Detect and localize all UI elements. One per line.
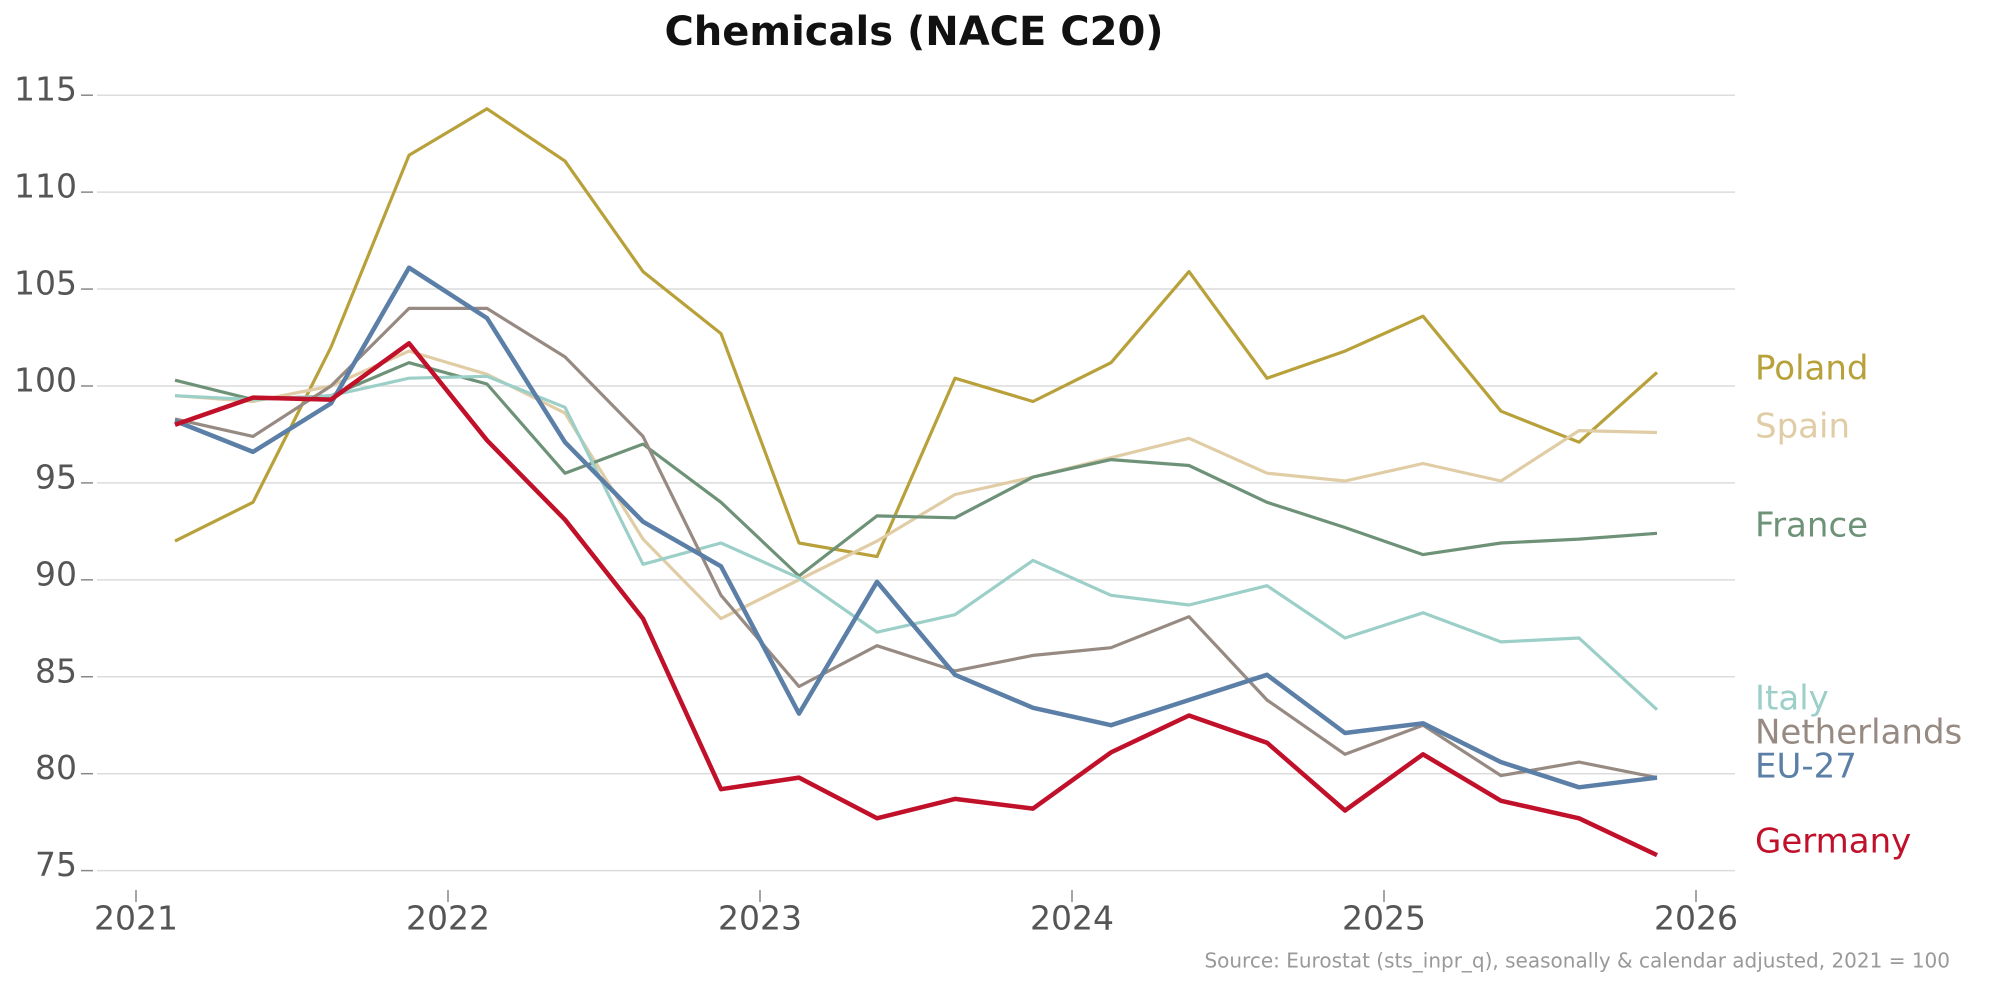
y-tick-label: 100 — [14, 360, 77, 399]
y-tick-label: 85 — [35, 651, 77, 690]
y-tick-label: 95 — [35, 457, 77, 496]
series-line — [174, 265, 1658, 790]
y-tick-label: 80 — [35, 748, 77, 787]
x-tick-label: 2021 — [94, 899, 178, 938]
series-label: Italy — [1755, 679, 1829, 719]
y-tick-label: 75 — [35, 845, 77, 884]
y-tick-label: 115 — [14, 70, 77, 109]
x-tick-label: 2026 — [1654, 899, 1738, 938]
series-label: Netherlands — [1755, 713, 1962, 753]
y-tick-label: 110 — [14, 167, 77, 206]
x-tick-label: 2023 — [718, 899, 802, 938]
x-tick-label: 2025 — [1342, 899, 1426, 938]
series-label: Spain — [1755, 407, 1850, 447]
series-line — [174, 107, 1659, 559]
chart-title: Chemicals (NACE C20) — [664, 9, 1163, 55]
series-line — [174, 341, 1658, 858]
series-line — [174, 306, 1658, 780]
series-label: Poland — [1755, 349, 1869, 389]
x-tick-label: 2024 — [1030, 899, 1114, 938]
y-tick-label: 90 — [35, 554, 77, 593]
series-label: France — [1755, 506, 1868, 546]
series-line — [174, 374, 1659, 711]
series-line — [174, 349, 1658, 621]
x-tick-label: 2022 — [406, 899, 490, 938]
y-tick-label: 105 — [14, 264, 77, 303]
source-note: Source: Eurostat (sts_inpr_q), seasonall… — [1204, 949, 1950, 973]
series-line — [174, 361, 1658, 578]
series-label: EU-27 — [1755, 747, 1857, 787]
series-label: Germany — [1755, 822, 1911, 862]
